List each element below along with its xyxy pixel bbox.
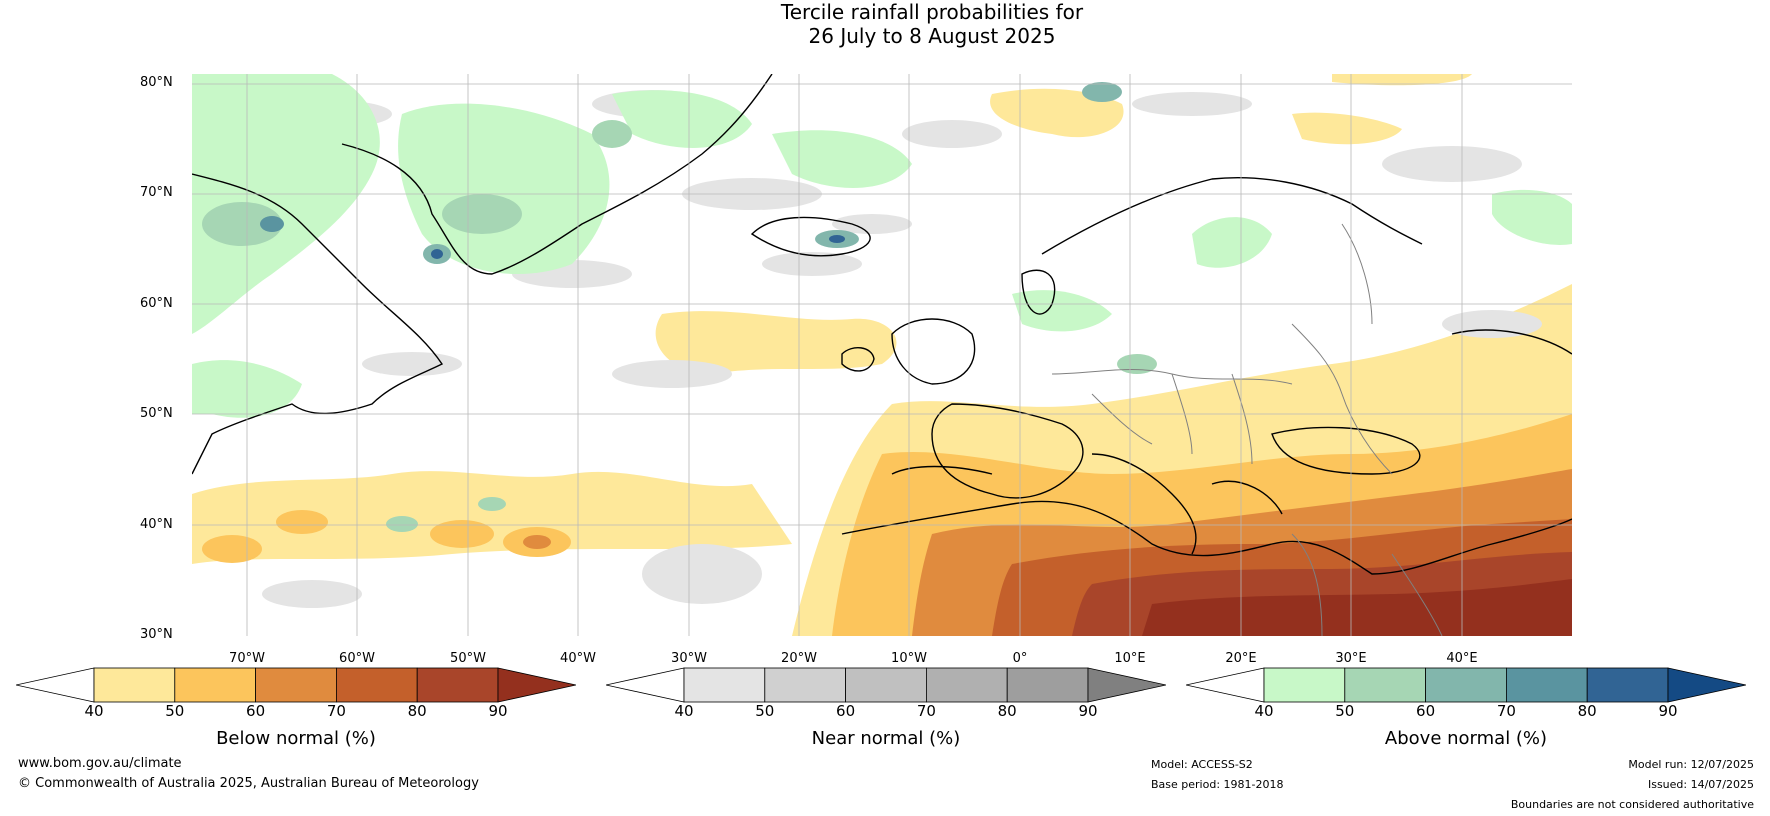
colorbar-extend-low [1186, 667, 1265, 703]
colorbar-extend-high [497, 667, 576, 703]
colorbar-segment [93, 667, 176, 703]
lat-label-70n: 70°N [140, 185, 173, 200]
colorbar-tick-label: 50 [165, 702, 185, 720]
lat-label-60n: 60°N [140, 296, 173, 311]
near-normal-colorbar [606, 667, 1166, 703]
model-text: Model: ACCESS-S2 [1151, 758, 1253, 771]
lon-label-30e: 30°E [1335, 651, 1367, 666]
colorbar-segment [1263, 667, 1346, 703]
colorbar-tick-label: 80 [407, 702, 427, 720]
colorbar-tick-label: 40 [674, 702, 694, 720]
colorbar-segment [255, 667, 337, 703]
probability-map [192, 74, 1572, 636]
colorbar-tick-label: 50 [1335, 702, 1355, 720]
colorbar-tick-label: 70 [916, 702, 936, 720]
colorbar-tick-label: 90 [1078, 702, 1098, 720]
lat-label-80n: 80°N [140, 75, 173, 90]
colorbar-segment [335, 667, 418, 703]
map-title: Tercile rainfall probabilities for 26 Ju… [0, 0, 1770, 48]
lon-label-10e: 10°E [1114, 651, 1146, 666]
disclaimer-text: Boundaries are not considered authoritat… [1510, 798, 1754, 811]
copyright-text: © Commonwealth of Australia 2025, Austra… [18, 776, 479, 791]
base-period-text: Base period: 1981-2018 [1151, 778, 1284, 791]
below-normal-colorbar [16, 667, 576, 703]
colorbar-segment [1505, 667, 1588, 703]
colorbar-tick-label: 40 [1254, 702, 1274, 720]
lon-label-60w: 60°W [339, 651, 375, 666]
colorbar-segment [925, 667, 1008, 703]
lon-label-40e: 40°E [1446, 651, 1478, 666]
colorbar-tick-label: 50 [755, 702, 775, 720]
colorbar-extend-high [1087, 667, 1166, 703]
colorbar-extend-high [1667, 667, 1746, 703]
colorbar-tick-label: 90 [488, 702, 508, 720]
above-normal-title: Above normal (%) [1384, 728, 1548, 749]
country-borders [1051, 223, 1443, 636]
colorbar-segment [1344, 667, 1427, 703]
lon-label-50w: 50°W [450, 651, 486, 666]
colorbar-segment [683, 667, 766, 703]
colorbar-tick-label: 90 [1658, 702, 1678, 720]
colorbar-segment [1425, 667, 1507, 703]
above-normal-colorbar [1186, 667, 1746, 703]
colorbar-tick-label: 80 [997, 702, 1017, 720]
title-line-1: Tercile rainfall probabilities for [780, 0, 1084, 24]
colorbar-tick-label: 60 [246, 702, 266, 720]
colorbar-segment [764, 667, 847, 703]
colorbar-extend-low [16, 667, 95, 703]
lon-label-30w: 30°W [671, 651, 707, 666]
lat-label-40n: 40°N [140, 517, 173, 532]
colorbar-tick-label: 60 [1416, 702, 1436, 720]
title-line-2: 26 July to 8 August 2025 [808, 24, 1056, 48]
colorbar-extend-low [606, 667, 685, 703]
website-text: www.bom.gov.au/climate [18, 756, 182, 771]
colorbar-tick-label: 80 [1577, 702, 1597, 720]
lon-label-10w: 10°W [891, 651, 927, 666]
below-normal-title: Below normal (%) [216, 728, 376, 749]
colorbar-segment [1006, 667, 1089, 703]
model-run-text: Model run: 12/07/2025 [1628, 758, 1754, 771]
colorbar-tick-label: 60 [836, 702, 856, 720]
graticule [192, 74, 1572, 636]
colorbar-segment [416, 667, 499, 703]
lon-label-20w: 20°W [781, 651, 817, 666]
colorbar-segment [1586, 667, 1669, 703]
issued-text: Issued: 14/07/2025 [1647, 778, 1754, 791]
lat-label-50n: 50°N [140, 406, 173, 421]
near-normal-title: Near normal (%) [811, 728, 961, 749]
colorbar-segment [174, 667, 257, 703]
coastlines [192, 74, 1572, 575]
colorbar-tick-label: 40 [84, 702, 104, 720]
lon-label-0: 0° [1012, 651, 1028, 666]
colorbar-tick-label: 70 [1496, 702, 1516, 720]
lon-label-40w: 40°W [560, 651, 596, 666]
lat-label-30n: 30°N [140, 627, 173, 642]
lon-label-20e: 20°E [1225, 651, 1257, 666]
colorbar-tick-label: 70 [326, 702, 346, 720]
map-canvas [192, 74, 1572, 636]
lon-label-70w: 70°W [229, 651, 265, 666]
colorbar-segment [845, 667, 927, 703]
